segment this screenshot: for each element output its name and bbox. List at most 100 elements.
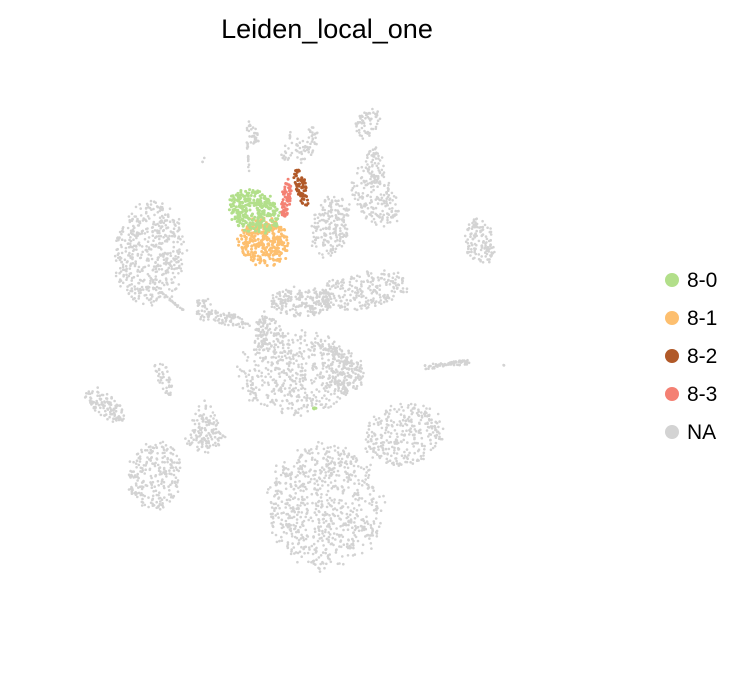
data-point-NA <box>373 446 376 450</box>
data-point-NA <box>368 112 372 115</box>
data-point-NA <box>214 316 218 319</box>
data-point-NA <box>346 303 349 306</box>
data-point-NA <box>114 271 118 275</box>
data-point-NA <box>386 212 390 216</box>
data-point-NA <box>281 523 284 527</box>
data-point-NA <box>165 449 168 452</box>
data-point-NA <box>303 387 307 391</box>
data-point-NA <box>384 447 388 451</box>
data-point-NA <box>328 398 331 402</box>
data-point-NA <box>333 340 336 344</box>
data-point-NA <box>308 129 312 132</box>
data-point-NA <box>97 410 101 414</box>
data-point-NA <box>168 489 171 492</box>
data-point-NA <box>323 566 326 570</box>
data-point-NA <box>170 278 173 281</box>
data-point-NA <box>347 539 350 542</box>
data-point-NA <box>297 458 300 462</box>
data-point-NA <box>329 202 333 206</box>
data-point-NA <box>392 272 396 275</box>
data-point-NA <box>458 363 461 367</box>
data-point-NA <box>418 422 421 426</box>
data-point-NA <box>357 498 360 502</box>
data-point-8-0 <box>245 193 249 197</box>
data-point-NA <box>289 370 292 373</box>
data-point-8-1 <box>265 250 269 254</box>
data-point-NA <box>427 426 431 429</box>
data-point-NA <box>415 459 419 463</box>
data-point-8-0 <box>270 203 274 207</box>
data-point-NA <box>287 468 290 471</box>
data-point-NA <box>327 450 331 454</box>
data-point-NA <box>260 321 263 324</box>
data-point-NA <box>317 303 321 307</box>
data-point-NA <box>146 215 150 218</box>
data-point-NA <box>281 346 285 350</box>
data-point-NA <box>431 431 435 434</box>
data-point-NA <box>257 364 260 367</box>
data-point-NA <box>313 291 317 295</box>
data-point-NA <box>315 558 318 561</box>
data-point-NA <box>323 300 327 304</box>
data-point-NA <box>149 203 153 206</box>
data-point-NA <box>224 318 228 322</box>
data-point-NA <box>413 451 417 455</box>
data-point-NA <box>163 472 167 476</box>
data-point-NA <box>278 506 281 510</box>
data-point-NA <box>135 248 138 251</box>
data-point-NA <box>207 423 211 426</box>
data-point-NA <box>152 279 155 282</box>
data-point-NA <box>270 345 273 348</box>
data-point-NA <box>268 317 272 321</box>
data-point-NA <box>332 370 335 373</box>
data-point-NA <box>437 425 440 429</box>
data-point-NA <box>281 407 284 411</box>
data-point-NA <box>400 278 404 281</box>
data-point-NA <box>137 476 140 480</box>
data-point-NA <box>311 138 315 141</box>
data-point-NA <box>349 462 353 465</box>
data-point-NA <box>360 508 363 512</box>
data-point-NA <box>339 229 342 233</box>
data-point-NA <box>332 470 336 474</box>
data-point-NA <box>345 227 349 231</box>
data-point-NA <box>261 339 264 343</box>
data-point-NA <box>143 232 147 235</box>
data-point-NA <box>397 276 401 279</box>
data-point-NA <box>352 297 356 300</box>
data-point-NA <box>281 306 284 310</box>
data-point-NA <box>209 414 213 418</box>
data-point-NA <box>304 362 308 365</box>
data-point-NA <box>148 206 152 210</box>
data-point-NA <box>328 553 332 556</box>
data-point-8-1 <box>253 250 257 254</box>
data-point-NA <box>343 308 347 311</box>
data-point-NA <box>492 245 495 249</box>
data-point-NA <box>324 528 327 532</box>
data-point-NA <box>141 493 145 497</box>
data-point-8-1 <box>285 238 289 242</box>
data-point-NA <box>374 115 378 119</box>
data-point-NA <box>121 226 125 229</box>
data-point-NA <box>372 217 376 221</box>
data-point-NA <box>374 451 377 454</box>
data-point-NA <box>352 464 356 468</box>
data-point-NA <box>192 438 195 442</box>
data-point-8-0 <box>230 211 234 215</box>
data-point-NA <box>383 412 387 416</box>
data-point-NA <box>302 403 306 407</box>
data-point-NA <box>406 406 410 409</box>
data-point-NA <box>301 376 305 380</box>
data-point-NA <box>385 461 388 465</box>
data-point-NA <box>428 432 431 436</box>
data-point-NA <box>401 424 405 428</box>
data-point-8-1 <box>241 247 245 251</box>
data-point-NA <box>133 263 137 267</box>
data-point-NA <box>339 518 343 521</box>
data-point-NA <box>396 447 400 450</box>
data-point-NA <box>330 379 334 382</box>
data-point-NA <box>348 283 352 287</box>
data-point-NA <box>337 474 341 477</box>
data-point-NA <box>350 367 354 371</box>
data-point-NA <box>316 483 320 487</box>
